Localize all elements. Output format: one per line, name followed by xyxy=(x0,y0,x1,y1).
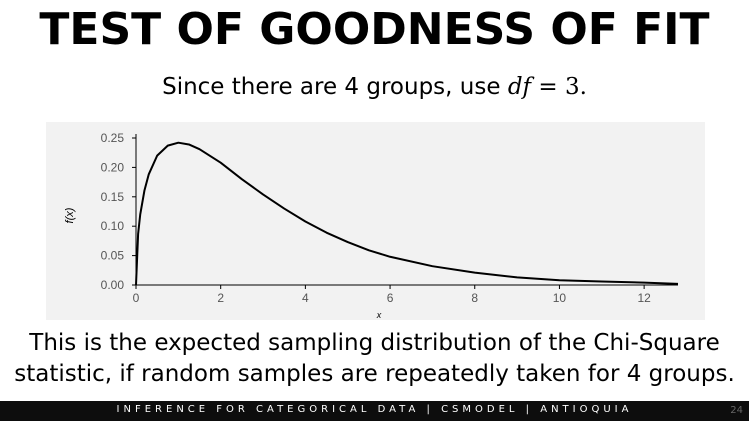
y-tick-label: 0.05 xyxy=(101,249,125,263)
page-number: 24 xyxy=(730,405,743,416)
x-tick-label: 6 xyxy=(387,291,394,305)
y-tick-label: 0.25 xyxy=(101,131,125,145)
slide-title: TEST OF GOODNESS OF FIT xyxy=(39,4,710,55)
x-tick-label: 2 xyxy=(217,291,224,305)
x-tick-label: 8 xyxy=(471,291,478,305)
subtitle-text: Since there are 4 groups, use xyxy=(162,74,508,100)
y-axis-label: f(x) xyxy=(64,207,76,223)
slide-subtitle: Since there are 4 groups, use df = 3. xyxy=(0,74,749,100)
chart-container: 0.00 0.05 0.10 0.15 0.20 0.25 0 2 4 6 8 10 12 x f(x) xyxy=(46,122,705,320)
y-tick-label: 0.15 xyxy=(101,190,125,204)
x-axis-label: x xyxy=(376,310,382,320)
chi-square-chart: 0.00 0.05 0.10 0.15 0.20 0.25 0 2 4 6 8 10 12 x f(x) xyxy=(64,131,679,320)
x-tick-label: 0 xyxy=(133,291,140,305)
footer-text: INFERENCE FOR CATEGORICAL DATA | CSMODEL… xyxy=(116,404,633,415)
chi-square-curve xyxy=(135,141,679,286)
footer-bar: INFERENCE FOR CATEGORICAL DATA | CSMODEL… xyxy=(0,401,749,421)
slide-caption: This is the expected sampling distributi… xyxy=(0,328,749,390)
y-tick-label: 0.20 xyxy=(101,160,125,174)
caption-line-2: statistic, if random samples are repeate… xyxy=(14,361,735,387)
subtitle-math-variable: df xyxy=(507,74,532,100)
y-tick-label: 0.10 xyxy=(101,219,125,233)
x-tick-label: 10 xyxy=(553,291,567,305)
x-tick-label: 12 xyxy=(637,291,651,305)
x-tick-label: 4 xyxy=(302,291,309,305)
subtitle-math-equation: = 3. xyxy=(531,74,587,100)
y-tick-label: 0.00 xyxy=(101,278,125,292)
caption-line-1: This is the expected sampling distributi… xyxy=(29,330,720,356)
